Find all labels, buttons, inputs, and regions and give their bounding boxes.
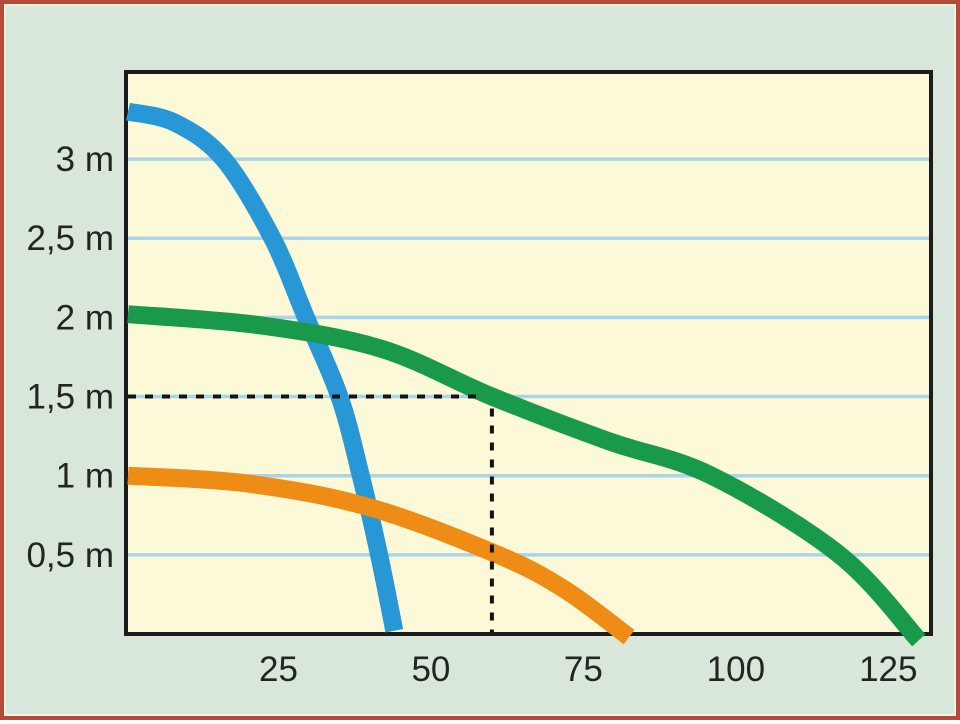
y-axis-tick-label-1: 1 m — [56, 457, 114, 496]
x-axis-tick-label-75: 75 — [564, 650, 603, 689]
x-axis-tick-label-125: 125 — [859, 650, 917, 689]
x-axis-tick-label-100: 100 — [707, 650, 765, 689]
y-axis-tick-label-3: 3 m — [56, 140, 114, 179]
x-axis-tick-label-25: 25 — [259, 650, 298, 689]
y-axis-tick-label-2.5: 2,5 m — [26, 219, 114, 258]
plot-area-background — [126, 72, 931, 634]
plot-border — [124, 70, 933, 636]
blue-curve — [125, 102, 404, 633]
y-axis-tick-label-1.5: 1,5 m — [26, 378, 114, 417]
orange-curve — [127, 466, 635, 645]
green-curve — [127, 305, 926, 647]
y-axis-tick-label-0.5: 0,5 m — [26, 536, 114, 575]
x-axis-tick-label-50: 50 — [411, 650, 450, 689]
y-axis-tick-label-2: 2 m — [56, 298, 114, 337]
pump-performance-chart: 3 m 2,5 m 2 m 1,5 m 1 m 0,5 m 25 50 75 100 125 — [26, 70, 933, 689]
